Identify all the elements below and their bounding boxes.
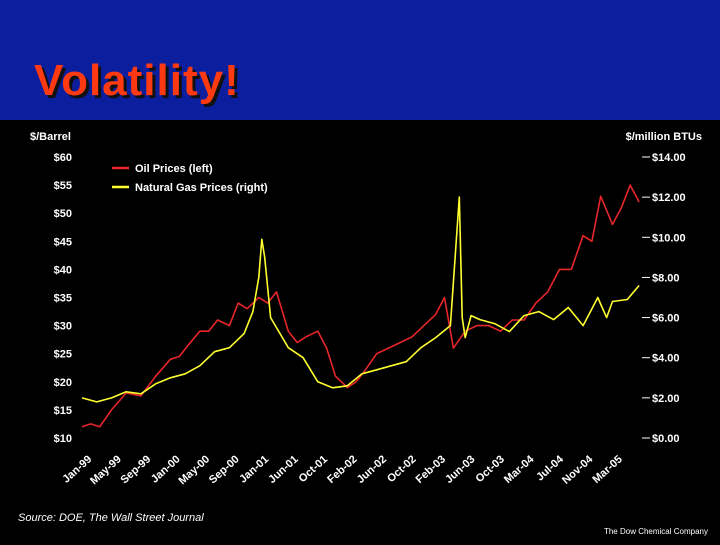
left-tick-label: $35 [54,293,72,305]
right-tick-label: $0.00 [652,433,680,445]
legend-label: Oil Prices (left) [135,163,213,175]
left-tick-label: $30 [54,321,72,333]
left-tick-label: $45 [54,236,72,248]
x-tick-label: May-99 [88,453,124,487]
left-tick-label: $20 [54,377,72,389]
right-tick-label: $6.00 [652,313,680,325]
x-tick-label: Jun-01 [266,453,300,486]
left-tick-label: $25 [54,349,72,361]
chart-area: $/Barrel $/million BTUs $60 $55 $50 $45 $40 $35… [0,120,720,540]
left-axis-label: $/Barrel [30,131,71,143]
left-tick-label: $55 [54,180,72,192]
right-tick-label: $8.00 [652,272,680,284]
x-tick-label: Mar-05 [590,453,624,486]
x-tick-label: May-00 [176,453,212,487]
slide-title: Volatility! [34,56,240,105]
x-tick-label: Jun-03 [443,453,477,486]
x-tick-label: Oct-02 [385,453,418,485]
left-tick-label: $60 [54,152,72,164]
x-tick-label: Oct-01 [297,453,330,485]
right-tick-label: $4.00 [652,353,680,365]
left-tick-label: $50 [54,208,72,220]
company-name: The Dow Chemical Company [603,527,708,536]
right-tick-label: $2.00 [652,393,680,405]
gas-price-line [81,196,640,403]
right-tick-label: $14.00 [652,152,686,164]
oil-price-line [81,184,640,428]
x-tick-label: Jun-02 [355,453,389,486]
left-tick-label: $40 [54,264,72,276]
x-tick-label: Nov-04 [560,453,596,487]
title-banner: Volatility! [0,0,720,120]
right-tick-label: $10.00 [652,232,686,244]
x-tick-label: Feb-03 [414,453,448,486]
legend-label: Natural Gas Prices (right) [135,182,268,194]
left-tick-label: $10 [54,433,72,445]
price-chart: $/Barrel $/million BTUs $60 $55 $50 $45 $40 $35… [30,131,702,487]
x-tick-label: Oct-03 [473,453,506,485]
left-tick-label: $15 [54,405,72,417]
x-tick-label: Jan-01 [237,453,271,485]
source-note: Source: DOE, The Wall Street Journal [18,512,204,524]
x-tick-label: Feb-02 [325,453,359,486]
x-tick-label: Mar-04 [502,453,537,486]
x-tick-label: Sep-00 [207,453,242,486]
right-tick-label: $12.00 [652,192,686,204]
x-tick-label: Sep-99 [118,453,153,486]
right-axis-label: $/million BTUs [626,131,702,143]
